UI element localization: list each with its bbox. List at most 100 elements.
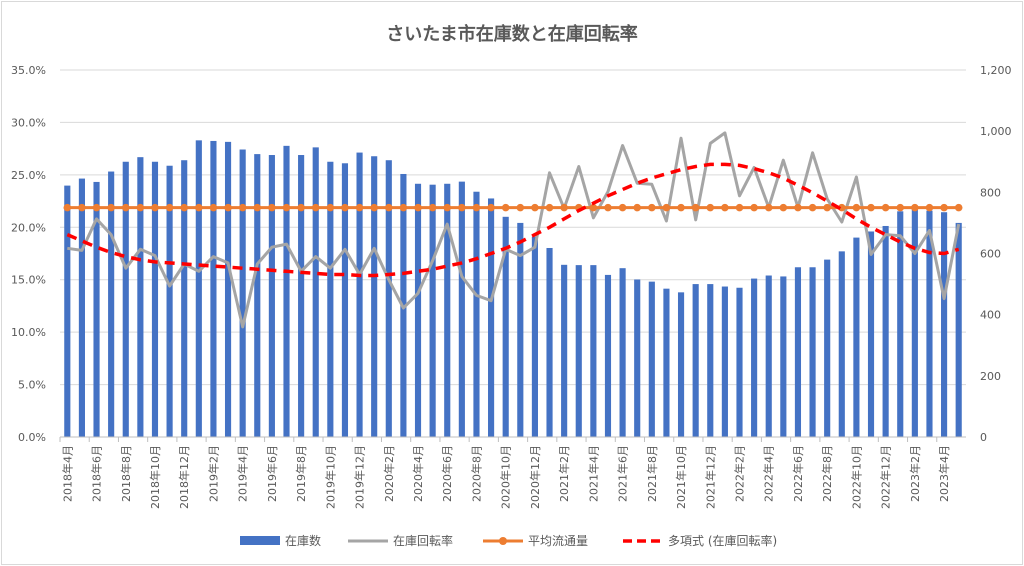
x-tick-label: 2022年2月 [733, 445, 747, 502]
y-left-tick-label: 30.0% [11, 116, 46, 129]
x-tick-label: 2019年4月 [236, 445, 250, 502]
x-tick-label: 2020年6月 [440, 445, 454, 502]
y-right-tick-label: 0 [980, 431, 987, 444]
x-tick-label: 2021年8月 [645, 445, 659, 502]
bar [663, 288, 670, 437]
marker-平均流通量 [472, 203, 481, 212]
x-tick-label: 2019年10月 [323, 445, 337, 509]
marker-平均流通量 [677, 203, 685, 212]
legend-marker [499, 537, 507, 545]
marker-平均流通量 [443, 203, 452, 212]
x-tick-label: 2022年10月 [849, 445, 863, 509]
bar [78, 178, 85, 437]
legend-item: 在庫数 [240, 533, 321, 548]
x-tick-label: 2023年2月 [908, 445, 922, 502]
marker-平均流通量 [940, 203, 948, 212]
bar [93, 181, 100, 437]
marker-平均流通量 [750, 203, 758, 212]
marker-平均流通量 [268, 203, 276, 212]
marker-平均流通量 [545, 203, 554, 212]
x-tick-label: 2019年12月 [353, 445, 367, 509]
bar [707, 284, 714, 437]
x-tick-label: 2018年8月 [119, 445, 133, 502]
marker-平均流通量 [238, 203, 247, 212]
legend-item: 在庫回転率 [348, 533, 453, 548]
marker-平均流通量 [911, 203, 919, 212]
bar [166, 165, 173, 437]
marker-平均流通量 [209, 203, 218, 212]
bar [458, 181, 465, 437]
bar [356, 152, 363, 437]
y-left-tick-label: 0.0% [18, 431, 46, 444]
bar [444, 183, 451, 437]
marker-平均流通量 [428, 203, 437, 212]
bar [809, 267, 816, 437]
marker-平均流通量 [837, 203, 846, 212]
y-right-tick-label: 600 [980, 248, 1001, 261]
marker-平均流通量 [180, 203, 189, 212]
marker-平均流通量 [253, 203, 262, 212]
marker-平均流通量 [326, 203, 335, 212]
marker-平均流通量 [121, 203, 130, 212]
marker-平均流通量 [589, 203, 598, 212]
marker-平均流通量 [107, 203, 115, 212]
marker-平均流通量 [414, 203, 422, 212]
line-在庫回転率 [67, 131, 961, 329]
x-tick-label: 2021年6月 [616, 445, 630, 502]
bar [312, 147, 319, 437]
marker-平均流通量 [954, 203, 963, 212]
y-left-tick-label: 5.0% [18, 379, 46, 392]
legend-label: 在庫数 [285, 533, 321, 548]
bar [239, 149, 246, 437]
marker-平均流通量 [867, 203, 875, 212]
bar [575, 265, 582, 437]
bar [634, 279, 641, 437]
y-axis-left: 0.0% 5.0% 10.0% 15.0% 20.0% 25.0% 30.0% 35.0% [11, 64, 46, 444]
marker-平均流通量 [852, 203, 861, 212]
x-tick-label: 2019年8月 [294, 445, 308, 502]
bar [429, 184, 436, 437]
x-tick-label: 2019年6月 [265, 445, 279, 502]
marker-平均流通量 [151, 203, 159, 212]
marker-平均流通量 [531, 203, 539, 212]
x-tick-label: 2021年10月 [674, 445, 688, 509]
marker-平均流通量 [925, 203, 934, 212]
marker-平均流通量 [501, 203, 510, 212]
bar [108, 171, 115, 437]
marker-平均流通量 [560, 203, 568, 212]
x-tick-label: 2022年12月 [879, 445, 893, 509]
bar [517, 222, 524, 437]
bar [268, 155, 275, 437]
y-right-tick-label: 400 [980, 309, 1001, 322]
legend-item: 平均流通量 [483, 534, 588, 548]
marker-平均流通量 [341, 203, 349, 212]
bar [867, 231, 875, 437]
line-series [63, 131, 963, 329]
bar [955, 222, 962, 437]
marker-平均流通量 [604, 203, 612, 212]
bar [473, 191, 480, 437]
x-tick-label: 2022年4月 [762, 445, 776, 502]
marker-平均流通量 [458, 203, 466, 212]
y-left-tick-label: 15.0% [11, 274, 46, 287]
x-tick-label: 2020年2月 [382, 445, 396, 502]
legend-label: 多項式 (在庫回転率) [668, 533, 777, 548]
marker-平均流通量 [224, 203, 232, 212]
marker-平均流通量 [662, 203, 671, 212]
marker-平均流通量 [297, 203, 305, 212]
marker-平均流通量 [311, 203, 320, 212]
x-tick-label: 2021年4月 [586, 445, 600, 502]
marker-平均流通量 [165, 203, 174, 212]
bar [590, 265, 597, 437]
x-tick-label: 2021年12月 [703, 445, 717, 509]
x-tick-label: 2020年8月 [469, 445, 483, 502]
x-tick-label: 2022年6月 [791, 445, 805, 502]
bar [824, 259, 831, 437]
marker-平均流通量 [706, 203, 715, 212]
bar [531, 236, 538, 437]
bar [327, 161, 334, 437]
bar [224, 141, 232, 437]
x-tick-label: 2020年10月 [499, 445, 513, 509]
marker-平均流通量 [691, 203, 700, 212]
x-tick-label: 2018年6月 [90, 445, 104, 502]
